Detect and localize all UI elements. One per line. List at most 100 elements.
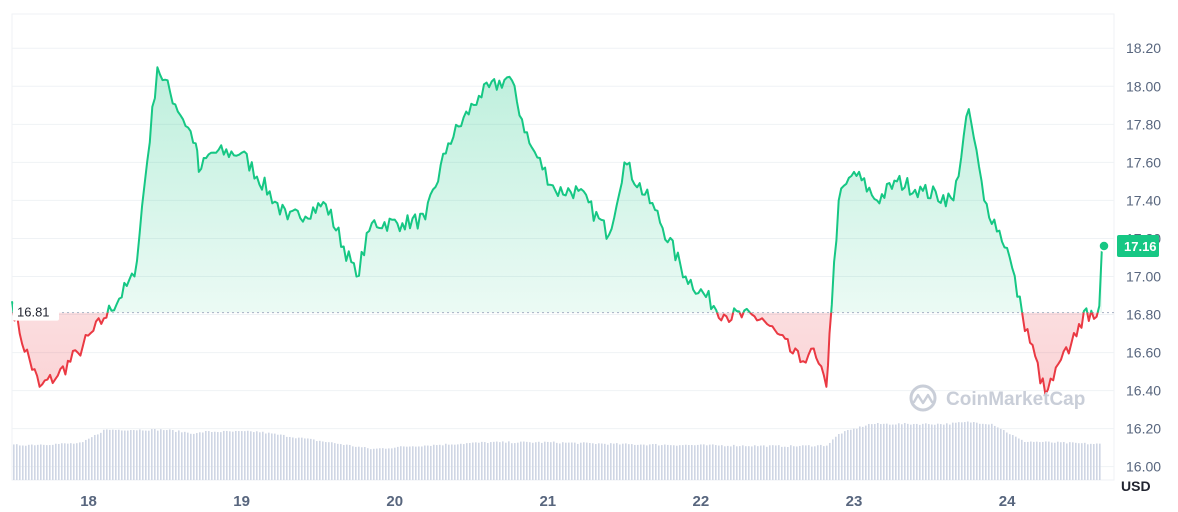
volume-bar (340, 444, 342, 480)
volume-bar (556, 442, 558, 480)
volume-bar (763, 445, 765, 480)
volume-bar (1081, 443, 1083, 480)
y-tick-label: 16.20 (1126, 421, 1161, 437)
volume-bar (865, 425, 867, 480)
volume-bar (175, 431, 177, 480)
volume-bar (598, 443, 600, 480)
volume-bar (67, 443, 69, 480)
volume-bar (136, 430, 138, 480)
volume-bar (1042, 441, 1044, 480)
volume-bar (934, 424, 936, 480)
y-tick-label: 16.80 (1126, 307, 1161, 323)
volume-bar (529, 442, 531, 480)
volume-bar (562, 442, 564, 480)
volume-bar (709, 444, 711, 480)
volume-bar (40, 444, 42, 480)
volume-bar (979, 423, 981, 480)
volume-bar (511, 443, 513, 480)
volume-bar (571, 442, 573, 480)
volume-bar (223, 430, 225, 480)
x-tick-label: 19 (233, 493, 250, 510)
volume-bar (433, 444, 435, 480)
volume-bar (940, 424, 942, 480)
x-tick-label: 18 (80, 493, 97, 510)
volume-bar (523, 441, 525, 480)
currency-unit-label: USD (1121, 478, 1151, 494)
volume-bar (700, 444, 702, 480)
volume-bar (493, 441, 495, 480)
volume-bar (430, 445, 432, 480)
volume-bar (481, 441, 483, 480)
volume-bar (19, 445, 21, 480)
volume-bar (286, 436, 288, 480)
volume-bar (331, 442, 333, 480)
volume-bar (781, 446, 783, 480)
volume-bars (13, 421, 1101, 480)
volume-bar (985, 424, 987, 480)
volume-bar (1009, 434, 1011, 480)
volume-bar (217, 432, 219, 480)
volume-bar (949, 424, 951, 480)
volume-bar (688, 445, 690, 480)
volume-bar (202, 432, 204, 480)
volume-bar (1045, 441, 1047, 480)
volume-bar (1066, 443, 1068, 480)
volume-bar (64, 443, 66, 480)
volume-bar (187, 432, 189, 480)
volume-bar (424, 445, 426, 480)
volume-bar (268, 432, 270, 480)
volume-bar (85, 439, 87, 480)
volume-bar (997, 427, 999, 480)
watermark: CoinMarketCap (909, 384, 1085, 412)
volume-bar (61, 443, 63, 480)
y-tick-label: 18.20 (1126, 40, 1161, 56)
current-price-marker[interactable]: 17.16 (1098, 235, 1159, 258)
volume-bar (616, 443, 618, 480)
volume-bar (1012, 435, 1014, 480)
volume-bar (172, 430, 174, 480)
volume-bar (1036, 441, 1038, 480)
price-area-up (12, 67, 1102, 313)
volume-bar (646, 445, 648, 480)
volume-bar (163, 430, 165, 480)
volume-bar (922, 423, 924, 480)
volume-bar (478, 442, 480, 480)
volume-bar (91, 437, 93, 480)
volume-bar (892, 424, 894, 480)
volume-bar (604, 443, 606, 480)
volume-bar (706, 445, 708, 480)
volume-bar (775, 445, 777, 480)
volume-bar (712, 444, 714, 480)
volume-bar (610, 443, 612, 480)
volume-bar (550, 442, 552, 480)
volume-bar (220, 432, 222, 480)
volume-bar (409, 446, 411, 480)
volume-bar (73, 443, 75, 480)
volume-bar (907, 423, 909, 480)
volume-bar (793, 446, 795, 480)
volume-bar (334, 443, 336, 480)
volume-bar (769, 445, 771, 480)
volume-bar (208, 431, 210, 480)
volume-bar (406, 446, 408, 480)
volume-bar (157, 430, 159, 480)
volume-bar (1033, 441, 1035, 480)
volume-bar (895, 424, 897, 480)
volume-bar (634, 444, 636, 480)
volume-bar (46, 445, 48, 480)
volume-bar (88, 438, 90, 480)
volume-bar (1078, 443, 1080, 480)
volume-bar (292, 437, 294, 480)
volume-bar (655, 443, 657, 480)
volume-bar (601, 443, 603, 480)
x-axis: 18 19 20 21 22 23 24 (80, 493, 1016, 510)
volume-bar (667, 444, 669, 480)
volume-bar (1048, 441, 1050, 480)
current-price-text: 17.16 (1124, 239, 1157, 254)
volume-bar (349, 444, 351, 480)
volume-bar (49, 445, 51, 480)
volume-bar (496, 441, 498, 480)
volume-bar (289, 436, 291, 480)
volume-bar (259, 432, 261, 480)
